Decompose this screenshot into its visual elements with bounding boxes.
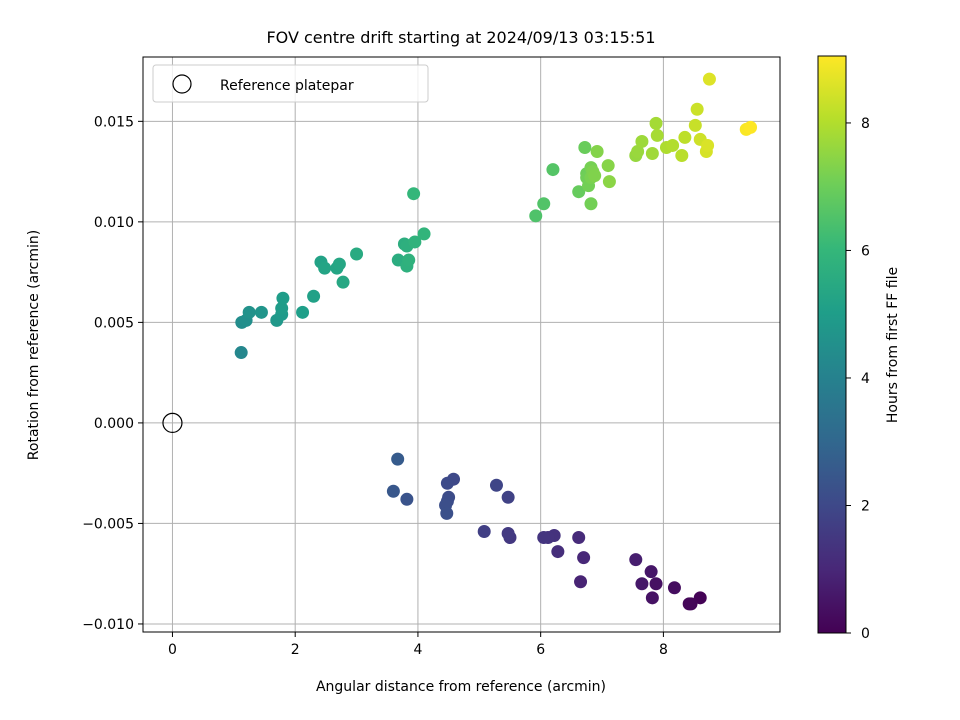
- data-point: [477, 524, 491, 538]
- y-tick-label: −0.010: [82, 617, 134, 633]
- x-axis-label: Angular distance from reference (arcmin): [316, 679, 606, 695]
- data-point: [242, 305, 256, 319]
- data-point: [402, 253, 416, 267]
- data-point: [574, 575, 588, 589]
- data-point: [254, 305, 268, 319]
- data-point: [678, 130, 692, 144]
- data-point: [590, 144, 604, 158]
- colorbar-tick-label: 2: [861, 498, 870, 514]
- colorbar-label: Hours from first FF file: [885, 267, 901, 423]
- data-point: [645, 147, 659, 161]
- data-point: [667, 581, 681, 595]
- legend-box: [152, 64, 429, 103]
- data-point: [501, 490, 515, 504]
- y-axis-label: Rotation from reference (arcmin): [26, 230, 42, 460]
- data-point: [408, 235, 422, 249]
- x-tick-label: 6: [536, 642, 545, 658]
- x-axis-ticks: 0 2 4 6 8: [168, 632, 668, 658]
- x-tick-label: 2: [291, 642, 300, 658]
- data-point: [391, 452, 405, 466]
- data-point: [644, 565, 658, 579]
- data-point: [440, 506, 454, 520]
- data-point: [666, 138, 680, 152]
- colorbar-tick-label: 0: [861, 626, 870, 642]
- data-point: [551, 545, 565, 559]
- data-point: [675, 149, 689, 163]
- y-tick-label: −0.005: [82, 516, 134, 532]
- data-point: [276, 291, 290, 305]
- data-point: [400, 492, 414, 506]
- data-point: [701, 138, 715, 152]
- data-point: [649, 116, 663, 130]
- y-axis-ticks: −0.010 −0.005 0.000 0.005 0.010 0.015: [82, 114, 143, 633]
- colorbar-ticks: 0 2 4 6 8: [846, 116, 870, 642]
- legend-marker-icon: [172, 74, 192, 94]
- data-point: [275, 301, 289, 315]
- data-point: [682, 597, 696, 611]
- x-tick-label: 0: [168, 642, 177, 658]
- data-point: [407, 187, 421, 201]
- y-tick-label: 0.015: [94, 114, 134, 130]
- data-point: [578, 140, 592, 154]
- data-point: [537, 197, 551, 211]
- colorbar: 0 2 4 6 8 Hours from first FF file: [817, 55, 901, 642]
- data-point: [601, 159, 615, 173]
- data-point: [635, 134, 649, 148]
- data-point: [572, 531, 586, 545]
- chart-title: FOV centre drift starting at 2024/09/13 …: [266, 28, 655, 47]
- data-point: [386, 484, 400, 498]
- data-point: [629, 553, 643, 567]
- y-tick-label: 0.010: [94, 215, 134, 231]
- data-point: [693, 591, 707, 605]
- data-point: [577, 551, 591, 565]
- data-point: [318, 261, 332, 275]
- data-point: [501, 526, 515, 540]
- data-point: [234, 346, 248, 360]
- grid: [143, 57, 780, 632]
- reference-point: [162, 412, 183, 434]
- legend: Reference platepar: [152, 64, 429, 103]
- data-point: [649, 577, 663, 591]
- data-point: [645, 591, 659, 605]
- data-point: [584, 197, 598, 211]
- data-point: [546, 163, 560, 177]
- data-point: [440, 476, 454, 490]
- data-point: [332, 257, 346, 271]
- data-point: [350, 247, 364, 261]
- data-point: [529, 209, 543, 223]
- data-point: [650, 128, 664, 142]
- colorbar-tick-label: 4: [861, 371, 870, 387]
- data-point: [631, 144, 645, 158]
- data-point: [635, 577, 649, 591]
- legend-entry: Reference platepar: [220, 78, 354, 94]
- reference-layer: [162, 412, 183, 434]
- y-tick-label: 0.000: [94, 416, 134, 432]
- data-point: [744, 120, 758, 134]
- scatter-points: [234, 72, 758, 611]
- data-point: [296, 305, 310, 319]
- data-point: [602, 175, 616, 189]
- x-tick-label: 4: [413, 642, 422, 658]
- data-point: [690, 102, 704, 116]
- plot-frame: [142, 56, 781, 633]
- data-point: [417, 227, 431, 241]
- data-point: [336, 275, 350, 289]
- data-point: [702, 72, 716, 86]
- data-point: [588, 169, 602, 183]
- data-point: [489, 478, 503, 492]
- y-tick-label: 0.005: [94, 315, 134, 331]
- data-point: [537, 531, 551, 545]
- colorbar-tick-label: 6: [861, 243, 870, 259]
- data-point: [572, 185, 586, 199]
- x-tick-label: 8: [659, 642, 668, 658]
- colorbar-tick-label: 8: [861, 116, 870, 132]
- data-point: [688, 118, 702, 132]
- colorbar-bar: [817, 55, 847, 634]
- data-point: [307, 289, 321, 303]
